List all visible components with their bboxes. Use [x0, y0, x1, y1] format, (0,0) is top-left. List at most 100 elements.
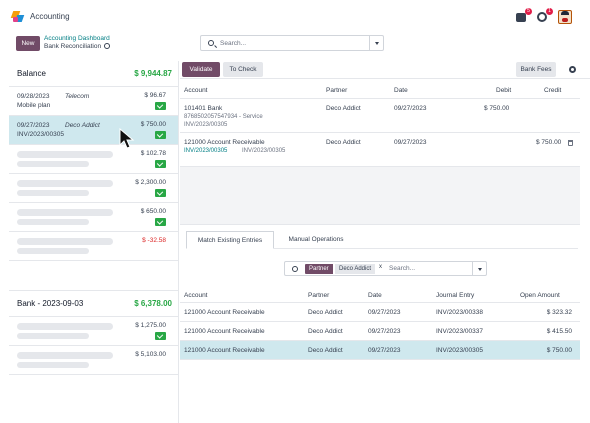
validate-button[interactable]: Validate — [182, 62, 220, 77]
reconciled-check-icon — [155, 102, 166, 110]
match-date: 09/27/2023 — [368, 309, 401, 316]
col-open-amount: Open Amount — [520, 292, 560, 299]
statement-line[interactable]: $ 650.00 — [9, 203, 178, 232]
activity-badge: 1 — [546, 8, 553, 15]
line-amount: $ 650.00 — [140, 208, 166, 215]
match-date: 09/27/2023 — [368, 347, 401, 354]
search-placeholder: Search... — [220, 40, 247, 47]
line-partner: Deco Addict — [65, 122, 100, 129]
journal-header: Bank - 2023-09-03 $ 6,378.00 — [9, 291, 178, 317]
match-row[interactable]: 121000 Account Receivable Deco Addict 09/2… — [180, 322, 580, 341]
loading-placeholder — [17, 180, 113, 187]
entry-account: 101401 Bank — [184, 105, 223, 112]
col-date: Date — [394, 87, 408, 94]
search-options-toggle[interactable] — [369, 36, 383, 50]
search-bar[interactable]: Search... — [200, 35, 384, 51]
match-table-header: Account Partner Date Journal Entry Open … — [180, 287, 580, 303]
col-credit: Credit — [544, 87, 562, 94]
tab-match-existing-entries[interactable]: Match Existing Entries — [186, 231, 274, 249]
journal-name: Balance — [17, 69, 46, 78]
settings-gear-icon[interactable] — [569, 66, 576, 73]
line-amount: $ -32.58 — [142, 237, 166, 244]
statement-line[interactable]: $ 102.78 — [9, 145, 178, 174]
match-row[interactable]: 121000 Account Receivable Deco Addict 09/2… — [180, 303, 580, 322]
entry-label: 8768502057547934 - Service — [184, 114, 263, 120]
mouse-cursor-icon — [119, 128, 135, 149]
breadcrumb-current: Bank Reconciliation — [44, 43, 111, 50]
match-date: 09/27/2023 — [368, 328, 401, 335]
match-account: 121000 Account Receivable — [184, 347, 265, 354]
entry-row-bank[interactable]: 101401 Bank 8768502057547934 - Service I… — [180, 99, 580, 133]
search-icon — [208, 40, 214, 46]
loading-placeholder — [17, 151, 113, 158]
line-amount: $ 1,275.00 — [135, 322, 166, 329]
match-partner: Deco Addict — [308, 328, 343, 335]
loading-placeholder — [17, 352, 113, 359]
facet-remove-icon[interactable]: x — [379, 264, 382, 270]
match-account: 121000 Account Receivable — [184, 309, 265, 316]
loading-placeholder — [17, 248, 89, 254]
journal-balance: $ 9,944.87 — [134, 69, 172, 78]
chevron-down-icon — [375, 42, 379, 45]
statement-line[interactable]: 09/28/2023 Telecom Mobile plan $ 96.67 — [9, 87, 178, 116]
loading-placeholder — [17, 333, 89, 339]
user-avatar[interactable] — [558, 10, 572, 24]
empty-area — [180, 167, 580, 225]
match-journal-entry: INV/2023/00305 — [436, 347, 483, 354]
match-search-placeholder: Search... — [389, 265, 416, 272]
entry-date: 09/27/2023 — [394, 105, 427, 112]
col-debit: Debit — [496, 87, 512, 94]
chat-icon[interactable]: 5 — [516, 8, 532, 23]
loading-placeholder — [17, 323, 113, 330]
statement-line[interactable]: 09/27/2023 Deco Addict INV/2023/00305 $ 750… — [9, 116, 178, 145]
match-search-toggle[interactable] — [472, 262, 486, 275]
entry-account: 121000 Account Receivable — [184, 139, 265, 146]
line-amount: $ 96.67 — [144, 92, 166, 99]
bank-fees-button[interactable]: Bank Fees — [516, 62, 556, 77]
new-button[interactable]: New — [16, 36, 40, 51]
app-name[interactable]: Accounting — [30, 12, 70, 21]
entry-row-receivable[interactable]: 121000 Account Receivable INV/2023/00305… — [180, 133, 580, 167]
match-partner: Deco Addict — [308, 309, 343, 316]
statement-line[interactable]: $ -32.58 — [9, 232, 178, 261]
col-account: Account — [184, 292, 208, 299]
chat-badge: 5 — [525, 8, 532, 15]
loading-placeholder — [17, 161, 89, 167]
facet-value: Deco Addict — [335, 264, 376, 274]
tab-manual-operations[interactable]: Manual Operations — [288, 236, 344, 243]
journal-name: Bank - 2023-09-03 — [17, 299, 84, 308]
statement-line[interactable]: $ 2,300.00 — [9, 174, 178, 203]
match-open-amount: $ 750.00 — [546, 347, 572, 354]
line-date: 09/27/2023 — [17, 122, 50, 129]
reconciled-check-icon — [155, 131, 166, 139]
search-icon — [292, 266, 298, 272]
line-reference: Mobile plan — [17, 102, 51, 109]
actions-gear-icon[interactable] — [104, 43, 111, 49]
match-row[interactable]: 121000 Account Receivable Deco Addict 09/2… — [180, 341, 580, 360]
match-journal-entry: INV/2023/00337 — [436, 328, 483, 335]
loading-placeholder — [17, 238, 113, 245]
match-search-bar[interactable]: Partner Deco Addict x Search... — [284, 261, 487, 276]
journal-list: Balance $ 9,944.87 09/28/2023 Telecom Mobile… — [9, 61, 178, 375]
reconciled-check-icon — [155, 332, 166, 340]
to-check-button[interactable]: To Check — [223, 62, 263, 77]
reconciliation-panel: Validate To Check Bank Fees Account Part… — [180, 61, 590, 423]
chevron-down-icon — [478, 268, 482, 271]
entry-label: INV/2023/00305 — [242, 148, 286, 154]
entry-table-header: Account Partner Date Debit Credit — [180, 83, 580, 99]
line-amount: $ 5,103.00 — [135, 351, 166, 358]
col-account: Account — [184, 87, 208, 94]
breadcrumb-parent[interactable]: Accounting Dashboard — [44, 35, 110, 42]
reconcile-toolbar: Validate To Check Bank Fees — [180, 61, 590, 79]
statement-line[interactable]: $ 1,275.00 — [9, 317, 178, 346]
accounting-logo-icon[interactable] — [10, 10, 25, 23]
statement-line[interactable]: $ 5,103.00 — [9, 346, 178, 375]
match-account: 121000 Account Receivable — [184, 328, 265, 335]
match-open-amount: $ 415.50 — [546, 328, 572, 335]
entry-reference-link[interactable]: INV/2023/00305 — [184, 148, 228, 154]
activity-clock-icon[interactable]: 1 — [537, 8, 553, 23]
reconciled-check-icon — [155, 189, 166, 197]
trash-icon[interactable] — [568, 140, 573, 146]
entry-debit: $ 750.00 — [484, 105, 510, 112]
line-amount: $ 2,300.00 — [135, 179, 166, 186]
